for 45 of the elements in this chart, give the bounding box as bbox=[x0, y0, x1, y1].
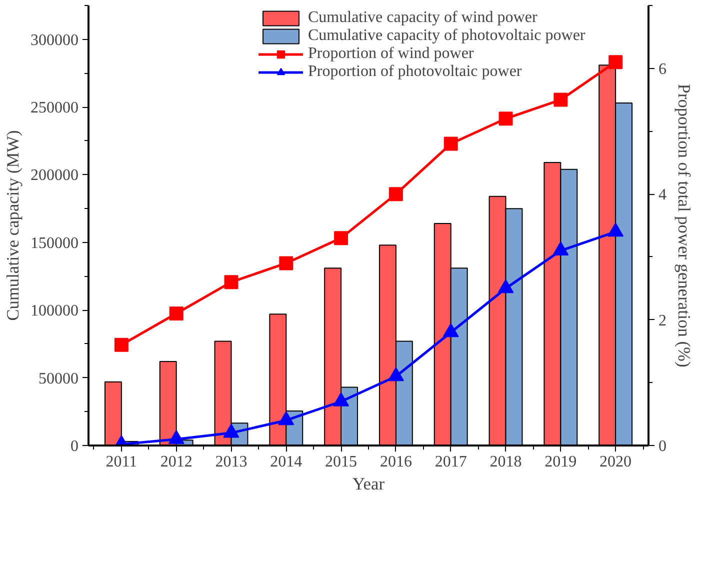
point bbox=[388, 367, 404, 382]
y-tick-label: 250000 bbox=[30, 100, 78, 117]
y-tick-label: 300000 bbox=[30, 32, 78, 49]
y-tick-label: 50000 bbox=[38, 370, 78, 388]
point bbox=[498, 279, 514, 294]
y-tick-label: 0 bbox=[70, 438, 78, 455]
point bbox=[608, 222, 624, 237]
x-tick-label: 2020 bbox=[600, 454, 632, 470]
y2-tick-label: 0 bbox=[658, 438, 666, 455]
point bbox=[444, 136, 458, 151]
point bbox=[279, 256, 294, 270]
x-tick-label: 2013 bbox=[215, 454, 248, 470]
point bbox=[114, 338, 128, 352]
y-tick-label: 150000 bbox=[30, 234, 78, 252]
x-tick-label: 2019 bbox=[544, 454, 577, 470]
y2-tick-label: 2 bbox=[658, 312, 666, 330]
x-tick-label: 2012 bbox=[160, 454, 192, 470]
y2-tick-label: 4 bbox=[658, 186, 666, 204]
x-axis-title: Year bbox=[352, 474, 385, 494]
point bbox=[554, 92, 568, 107]
point bbox=[498, 112, 513, 126]
x-tick-label: 2015 bbox=[325, 454, 358, 470]
point bbox=[224, 275, 238, 290]
point bbox=[168, 430, 184, 444]
y-tick-label: 200000 bbox=[30, 167, 78, 184]
x-tick-label: 2016 bbox=[380, 454, 412, 470]
point bbox=[278, 411, 294, 426]
y2-axis-title: Proportion of total power generation (%) bbox=[674, 84, 694, 368]
point bbox=[334, 231, 348, 246]
x-tick-label: 2014 bbox=[270, 454, 302, 470]
legend-label: Cumulative capacity of photovoltaic power bbox=[308, 27, 586, 45]
legend-label: Proportion of wind power bbox=[308, 45, 474, 63]
point bbox=[333, 392, 350, 406]
legend-label: Proportion of photovoltaic power bbox=[308, 63, 522, 81]
y-tick-label: 100000 bbox=[30, 302, 78, 320]
y2-tick-label: 6 bbox=[658, 60, 666, 78]
point bbox=[169, 306, 184, 320]
x-tick-label: 2017 bbox=[434, 454, 467, 470]
x-tick-label: 2018 bbox=[490, 454, 522, 470]
point bbox=[442, 323, 459, 338]
x-tick-label: 2011 bbox=[106, 454, 138, 470]
y-axis-title: Cumulative capacity (MW) bbox=[4, 130, 22, 321]
point bbox=[608, 55, 623, 70]
point bbox=[388, 187, 403, 202]
legend-label: Cumulative capacity of wind power bbox=[308, 9, 538, 27]
